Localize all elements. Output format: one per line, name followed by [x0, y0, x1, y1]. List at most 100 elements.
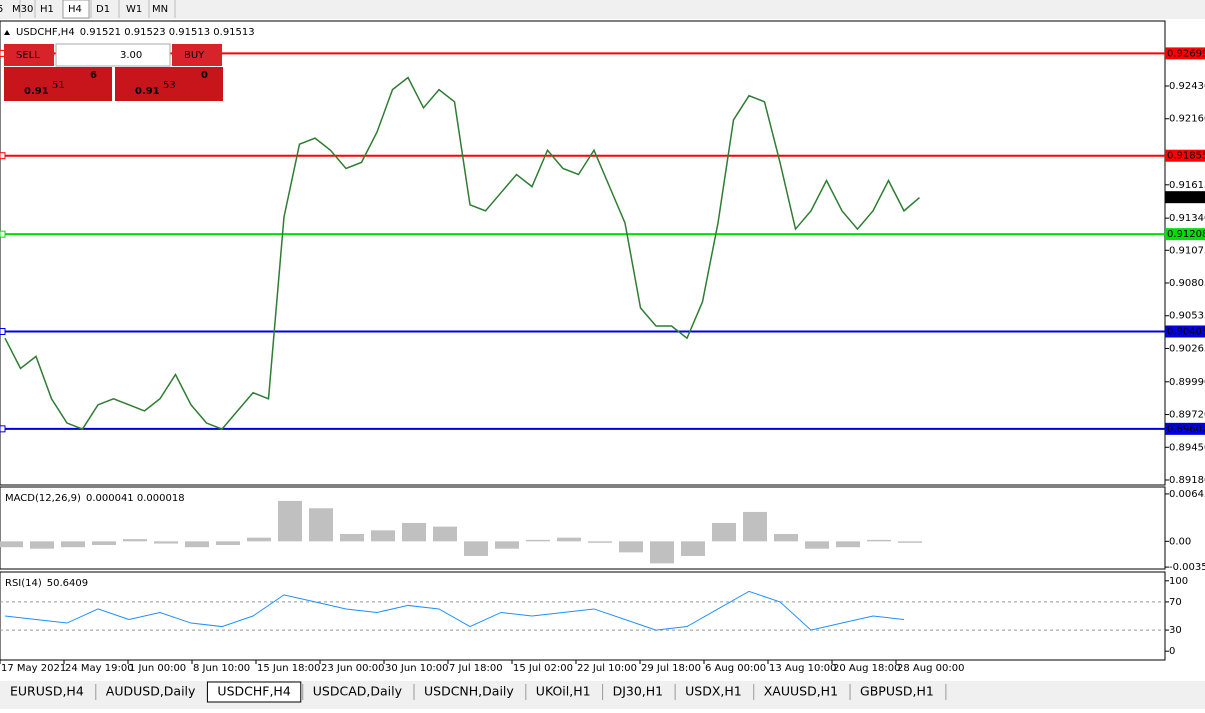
timeframe-button[interactable]: 5	[0, 4, 3, 15]
level-label: 0.90405	[1167, 326, 1205, 337]
macd-bar	[867, 539, 891, 542]
tab-label: XAUUSD,H1	[764, 684, 838, 699]
macd-bar	[805, 541, 829, 549]
x-tick-label: 23 Jun 00:00	[321, 663, 385, 674]
price-line	[4, 590, 905, 631]
toolbar	[0, 0, 1205, 19]
chart-tab[interactable]: USDCHF,H4	[206, 681, 304, 703]
chart-tab[interactable]: EURUSD,H4	[10, 684, 97, 701]
x-tick-label: 20 Aug 18:00	[833, 663, 900, 674]
macd-bar	[495, 541, 519, 549]
macd-bar	[30, 541, 54, 549]
x-tick-label: 17 May 2021	[1, 663, 66, 674]
macd-bar	[774, 533, 798, 542]
chart-tab[interactable]: GBPUSD,H1	[860, 684, 947, 701]
timeframe-button[interactable]: H4	[68, 4, 82, 15]
macd-bar	[154, 541, 178, 544]
level-label-bg	[1165, 149, 1205, 162]
macd-bar	[0, 541, 23, 548]
last-price-bg	[1165, 191, 1205, 204]
buy-price-small: 0	[201, 70, 208, 81]
buy-button[interactable]	[172, 44, 222, 66]
level-label-bg	[1165, 422, 1205, 435]
timeframe-button[interactable]: M30	[12, 4, 33, 15]
indicator-values: 0.000041 0.000018	[86, 493, 185, 504]
tab-label: GBPUSD,H1	[860, 684, 934, 699]
rsi-panel	[0, 571, 1166, 661]
x-tick-label: 28 Aug 00:00	[897, 663, 964, 674]
level-label-bg	[1165, 47, 1205, 60]
buy-price-mid: 53	[163, 80, 176, 91]
macd-bar	[216, 541, 240, 546]
tab-label: AUDUSD,Daily	[106, 684, 196, 699]
timeframe-button[interactable]: MN	[152, 4, 168, 15]
level-handle	[0, 327, 6, 335]
macd-bar	[433, 526, 457, 542]
chart-tab[interactable]: USDCAD,Daily	[313, 684, 415, 701]
chart-tab[interactable]: XAUUSD,H1	[764, 684, 851, 701]
indicator-values: 0.91521 0.91523 0.91513 0.91513	[80, 27, 255, 38]
y-tick-label: 0.90265	[1169, 343, 1205, 354]
chart-tab[interactable]: DJ30,H1	[613, 684, 676, 701]
sell-price-mid: 51	[52, 80, 65, 91]
x-tick-label: 15 Jun 18:00	[257, 663, 321, 674]
buy-price-big: 0.91	[135, 86, 160, 97]
level-handle	[0, 230, 6, 238]
macd-bar	[92, 541, 116, 546]
macd-bar	[743, 511, 767, 542]
active-tab-bg	[206, 681, 302, 703]
x-tick-label: 29 Jul 18:00	[641, 663, 701, 674]
timeframe-button[interactable]: W1	[126, 4, 142, 15]
y-tick-label: -0.003507	[1169, 562, 1205, 573]
macd-bar	[371, 530, 395, 542]
y-tick-label: 0.00	[1169, 536, 1191, 547]
sell-price-box[interactable]	[4, 67, 112, 101]
sell-price-small: 6	[90, 70, 97, 81]
macd-bar	[898, 541, 922, 543]
level-label-bg	[1165, 325, 1205, 338]
sell-button[interactable]	[4, 44, 54, 66]
y-tick-label: 30	[1169, 625, 1182, 636]
x-tick-label: 15 Jul 02:00	[513, 663, 573, 674]
buy-label: BUY	[184, 50, 205, 61]
macd-bar	[836, 541, 860, 548]
lot-box[interactable]	[55, 43, 171, 67]
level-label: 0.92699	[1167, 48, 1205, 59]
macd-bar	[526, 539, 550, 542]
tab-label: USDCAD,Daily	[313, 684, 403, 699]
indicator-title: USDCHF,H4	[16, 27, 75, 38]
chart-tab[interactable]: AUDUSD,Daily	[106, 684, 208, 701]
macd-bar	[402, 522, 426, 542]
macd-panel	[0, 486, 1166, 570]
macd-bar	[309, 508, 333, 542]
x-tick-label: 13 Aug 10:00	[769, 663, 836, 674]
x-tick-label: 24 May 19:00	[65, 663, 134, 674]
buy-price-box[interactable]	[115, 67, 223, 101]
chart-tab[interactable]: USDCNH,Daily	[424, 684, 527, 701]
x-tick-label: 30 Jun 10:00	[385, 663, 449, 674]
macd-bar	[185, 541, 209, 548]
x-tick-label: 7 Jul 18:00	[449, 663, 503, 674]
collapse-icon	[4, 30, 10, 35]
timeframe-button[interactable]: D1	[96, 4, 110, 15]
chart-tab[interactable]: UKOil,H1	[536, 684, 604, 701]
y-tick-label: 0	[1169, 646, 1175, 657]
macd-bar	[464, 541, 488, 557]
indicator-values: 50.6409	[47, 578, 88, 589]
y-tick-label: 0.91075	[1169, 245, 1205, 256]
tab-label: DJ30,H1	[613, 684, 664, 699]
chart-tab[interactable]: USDX,H1	[685, 684, 755, 701]
y-tick-label: 0.91615	[1169, 180, 1205, 191]
timeframe-button[interactable]: H1	[40, 4, 54, 15]
y-tick-label: 0.90805	[1169, 278, 1205, 289]
y-tick-label: 0.90535	[1169, 311, 1205, 322]
macd-bar	[123, 539, 147, 542]
level-handle	[0, 425, 6, 433]
